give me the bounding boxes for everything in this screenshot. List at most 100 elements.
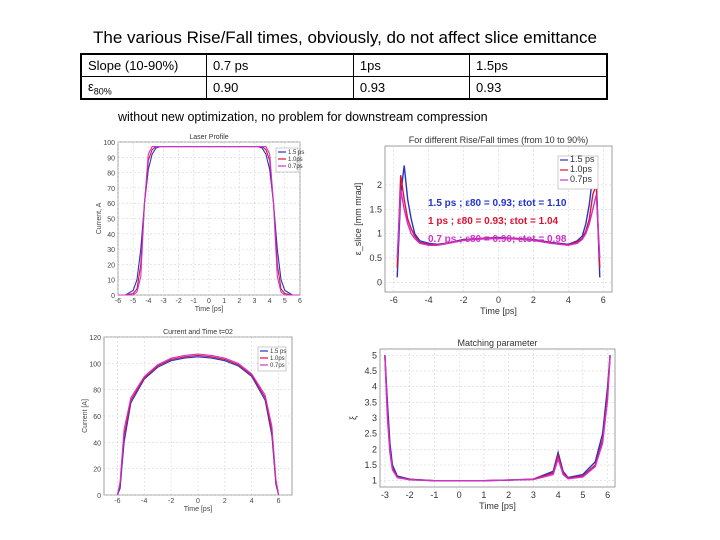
y-tick-label: 10 — [107, 278, 115, 285]
x-tick-label: -4 — [141, 498, 147, 505]
x-tick-label: -5 — [130, 298, 136, 305]
y-tick-label: 0 — [111, 293, 115, 300]
x-tick-label: 5 — [580, 490, 585, 500]
table-cell: 0.7 ps — [206, 53, 354, 77]
y-tick-label: 70 — [107, 186, 115, 193]
row-label-emittance: ε80% — [80, 76, 207, 100]
y-tick-label: 20 — [93, 467, 101, 474]
y-tick-label: 0.5 — [369, 253, 382, 263]
legend-entry: 1.5 ps — [288, 150, 304, 156]
y-tick-label: 1.5 — [364, 460, 377, 470]
x-tick-label: 6 — [605, 490, 610, 500]
y-tick-label: 20 — [107, 262, 115, 269]
y-tick-label: 120 — [89, 335, 101, 342]
table-cell: 0.93 — [469, 76, 608, 100]
y-tick-label: 1.5 — [369, 204, 382, 214]
x-tick-label: 6 — [298, 298, 302, 305]
table-cell: 0.90 — [206, 76, 354, 100]
x-tick-label: -2 — [176, 298, 182, 305]
y-tick-label: 2.5 — [364, 429, 377, 439]
y-tick-label: 5 — [372, 350, 377, 360]
series-line — [396, 189, 601, 258]
series-line — [118, 146, 300, 296]
emittance-annotation: 1 ps ; ε80 = 0.93; εtot = 1.04 — [428, 216, 559, 227]
x-tick-label: 4 — [566, 295, 571, 305]
parameter-table: Slope (10-90%) 0.7 ps 1ps 1.5ps ε80% 0.9… — [80, 53, 608, 100]
x-tick-label: 2 — [531, 295, 536, 305]
x-axis-label: Time [ps] — [195, 306, 224, 313]
matching-parameter-chart: -3 -2 -1 0 1 2 3 4 5 6 1 1.5 2 2.5 3 3.5 4 4.5 5 Matching p… — [348, 338, 616, 511]
emittance-annotation: 0.7 ps ; ε80 = 0.90; εtot = 0.98 — [428, 234, 567, 245]
y-tick-label: 2 — [377, 180, 382, 190]
table-cell: 1.5ps — [469, 53, 608, 77]
x-tick-label: 0 — [196, 498, 200, 505]
series-line — [116, 354, 280, 496]
x-tick-label: 3 — [531, 490, 536, 500]
x-tick-label: -2 — [406, 490, 414, 500]
note-text: without new optimization, no problem for… — [118, 110, 488, 124]
y-tick-label: 40 — [93, 440, 101, 447]
x-tick-label: -1 — [191, 298, 197, 305]
x-tick-label: 0 — [207, 298, 211, 305]
x-tick-label: 2 — [506, 490, 511, 500]
x-tick-label: -4 — [425, 295, 433, 305]
y-tick-label: 3.5 — [364, 397, 377, 407]
y-tick-label: 4.5 — [364, 366, 377, 376]
series-line — [116, 353, 280, 496]
epsilon-symbol: ε — [88, 78, 94, 94]
x-tick-label: 1 — [481, 490, 486, 500]
x-tick-label: -3 — [160, 298, 166, 305]
legend-entry: 0.7ps — [570, 174, 593, 184]
y-tick-label: 80 — [107, 171, 115, 178]
y-tick-label: 100 — [103, 140, 115, 147]
x-tick-label: 4 — [268, 298, 272, 305]
table-row: Slope (10-90%) 0.7 ps 1ps 1.5ps — [80, 53, 608, 77]
y-tick-label: 30 — [107, 247, 115, 254]
y-tick-label: 1 — [372, 476, 377, 486]
x-tick-label: -4 — [145, 298, 151, 305]
legend-entry: 0.7ps — [270, 363, 285, 369]
y-tick-label: 80 — [93, 388, 101, 395]
series-line — [116, 356, 280, 496]
x-tick-label: 1 — [222, 298, 226, 305]
emittance-annotation: 1.5 ps ; ε80 = 0.93; εtot = 1.10 — [428, 198, 567, 209]
legend-entry: 1.0ps — [288, 157, 303, 163]
legend-entry: 1.5 ps — [570, 154, 595, 164]
laser-profile-chart: -6 -5 -4 -3 -2 -1 0 1 2 3 4 5 6010203040506070809010… — [96, 134, 304, 313]
y-axis-label: ε_slice [mm mrad] — [353, 183, 363, 256]
x-tick-label: 6 — [601, 295, 606, 305]
x-tick-label: -3 — [381, 490, 389, 500]
x-tick-label: 2 — [223, 498, 227, 505]
x-tick-label: 4 — [250, 498, 254, 505]
slice-emittance-chart: -6 -4 -2 0 2 4 6 0 0.5 1 1.5 2 For different Rise/Fa… — [353, 135, 613, 316]
y-tick-label: 90 — [107, 155, 115, 162]
legend-entry: 1.0ps — [570, 164, 593, 174]
y-tick-label: 1 — [377, 229, 382, 239]
y-axis-label: Current [A] — [82, 399, 89, 433]
x-tick-label: -1 — [430, 490, 438, 500]
y-tick-label: 0 — [97, 493, 101, 500]
y-axis-label: ξ — [348, 416, 358, 420]
table-row: ε80% 0.90 0.93 0.93 — [80, 76, 608, 100]
y-tick-label: 3 — [372, 413, 377, 423]
x-tick-label: -6 — [115, 298, 121, 305]
legend-box — [557, 155, 599, 190]
y-axis-label: Current, A — [96, 202, 103, 234]
x-tick-label: 6 — [277, 498, 281, 505]
row-label-slope: Slope (10-90%) — [80, 53, 207, 77]
x-tick-label: -2 — [460, 295, 468, 305]
legend-entry: 1.5 ps — [270, 349, 286, 355]
table-cell: 1ps — [352, 53, 471, 77]
y-tick-label: 0 — [377, 277, 382, 287]
y-tick-label: 50 — [107, 217, 115, 224]
y-tick-label: 60 — [107, 201, 115, 208]
x-tick-label: 5 — [283, 298, 287, 305]
x-axis-label: Time [ps] — [184, 506, 213, 513]
x-tick-label: 0 — [496, 295, 501, 305]
chart-title: Matching parameter — [457, 338, 537, 348]
chart-title: Current and Time t=02 — [163, 329, 233, 336]
x-tick-label: 0 — [457, 490, 462, 500]
y-tick-label: 40 — [107, 232, 115, 239]
y-tick-label: 60 — [93, 414, 101, 421]
